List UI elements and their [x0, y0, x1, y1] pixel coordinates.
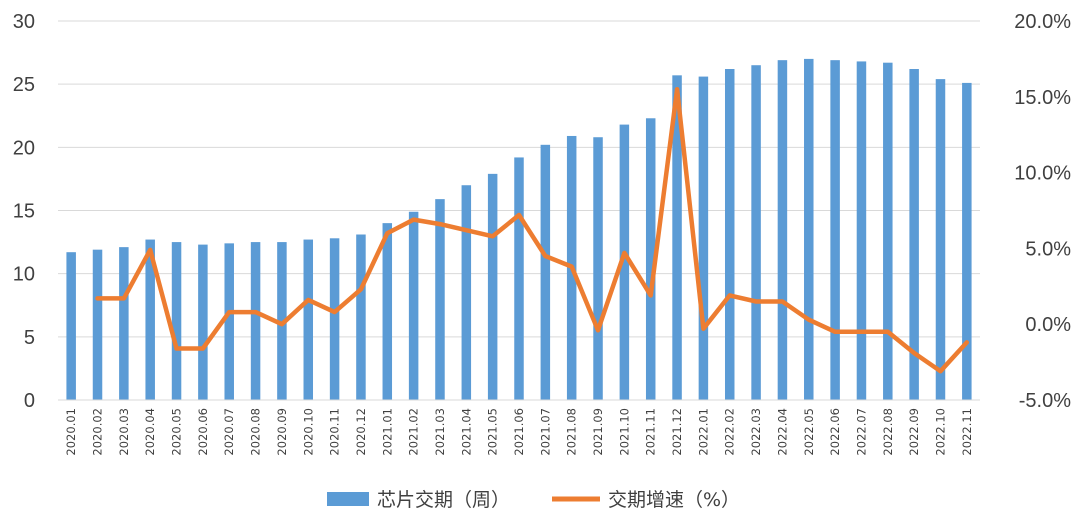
x-tick-label: 2021.09: [591, 408, 605, 456]
x-tick-label: 2022.01: [696, 408, 710, 456]
x-tick-label: 2020.08: [249, 408, 263, 456]
x-tick-label: 2020.09: [275, 408, 289, 456]
bar: [171, 242, 182, 400]
left-axis-ticks: 0 5 10 15 20 25 30: [13, 11, 35, 412]
bar: [645, 118, 656, 400]
bar: [514, 157, 524, 400]
x-tick-label: 2022.10: [933, 408, 947, 456]
legend-label-bars: 芯片交期（周）: [377, 489, 510, 511]
x-tick-label: 2020.12: [354, 408, 368, 456]
bar: [724, 69, 735, 401]
x-tick-label: 2021.01: [380, 408, 394, 456]
bar: [277, 242, 287, 400]
x-tick-label: 2022.05: [802, 408, 816, 456]
x-tick-label: 2022.08: [881, 408, 895, 456]
x-tick-label: 2020.04: [143, 408, 157, 456]
left-tick-label: 20: [13, 137, 35, 159]
right-tick-label: 0.0%: [1025, 314, 1071, 336]
right-tick-label: 5.0%: [1025, 238, 1071, 260]
x-tick-label: 2021.11: [644, 408, 658, 456]
bar: [198, 244, 208, 400]
x-tick-label: 2021.10: [617, 408, 631, 456]
x-tick-label: 2020.11: [328, 408, 342, 456]
bar: [804, 58, 814, 401]
legend: 芯片交期（周） 交期增速（%）: [327, 489, 740, 511]
bar: [250, 242, 261, 400]
left-tick-label: 10: [13, 264, 35, 286]
x-tick-label: 2021.12: [670, 408, 684, 456]
bar: [540, 144, 551, 400]
x-tick-label: 2020.10: [301, 408, 315, 456]
bar: [119, 247, 129, 400]
bar: [777, 60, 788, 401]
x-axis-ticks: 2020.01 2020.02 2020.03 2020.04 2020.05 2020.…: [64, 408, 974, 456]
bar: [329, 238, 340, 400]
x-tick-label: 2021.04: [459, 408, 473, 456]
bar: [909, 69, 919, 401]
x-tick-label: 2022.03: [749, 408, 763, 456]
x-tick-label: 2020.01: [64, 408, 78, 456]
x-tick-label: 2020.07: [222, 408, 236, 456]
bar: [92, 249, 103, 400]
left-tick-label: 30: [13, 11, 35, 33]
legend-swatch-bars: [327, 492, 369, 506]
left-tick-label: 5: [24, 327, 35, 349]
x-tick-label: 2022.02: [723, 408, 737, 456]
bar: [962, 82, 972, 401]
bar: [66, 252, 76, 400]
bar: [619, 124, 630, 401]
right-tick-label: -5.0%: [1019, 390, 1071, 412]
bar: [461, 185, 472, 400]
right-tick-label: 20.0%: [1014, 11, 1071, 33]
bar: [935, 79, 946, 400]
x-tick-label: 2022.06: [828, 408, 842, 456]
bar: [408, 211, 419, 400]
bar: [883, 62, 893, 400]
x-tick-label: 2021.03: [433, 408, 447, 456]
x-tick-label: 2022.07: [854, 408, 868, 456]
left-tick-label: 0: [24, 390, 35, 412]
x-tick-label: 2021.05: [486, 408, 500, 456]
x-tick-label: 2022.04: [775, 408, 789, 456]
left-tick-label: 15: [13, 201, 35, 223]
bar: [751, 65, 761, 400]
bar: [487, 173, 498, 400]
left-tick-label: 25: [13, 74, 35, 96]
line-series: [95, 86, 970, 374]
bar: [224, 243, 234, 400]
bar: [593, 137, 603, 400]
series-line: [95, 86, 970, 374]
right-axis-ticks: -5.0% 0.0% 5.0% 10.0% 15.0% 20.0%: [1014, 11, 1071, 412]
legend-label-line: 交期增速（%）: [608, 489, 740, 511]
x-tick-label: 2022.09: [907, 408, 921, 456]
x-tick-label: 2021.02: [407, 408, 421, 456]
bar: [856, 61, 867, 400]
bar: [672, 75, 682, 400]
bar: [382, 223, 393, 400]
right-tick-label: 10.0%: [1014, 163, 1071, 185]
bar: [303, 239, 314, 400]
x-tick-label: 2020.03: [117, 408, 131, 456]
bar: [830, 60, 840, 401]
x-tick-label: 2021.08: [565, 408, 579, 456]
x-tick-label: 2020.05: [170, 408, 184, 456]
x-tick-label: 2021.07: [538, 408, 552, 456]
x-tick-label: 2020.06: [196, 408, 210, 456]
bar: [145, 239, 155, 400]
bar: [356, 234, 366, 400]
x-tick-label: 2022.11: [960, 408, 974, 456]
bar: [698, 76, 709, 400]
right-tick-label: 15.0%: [1014, 87, 1071, 109]
x-tick-label: 2021.06: [512, 408, 526, 456]
x-tick-label: 2020.02: [91, 408, 105, 456]
bar: [435, 199, 445, 400]
